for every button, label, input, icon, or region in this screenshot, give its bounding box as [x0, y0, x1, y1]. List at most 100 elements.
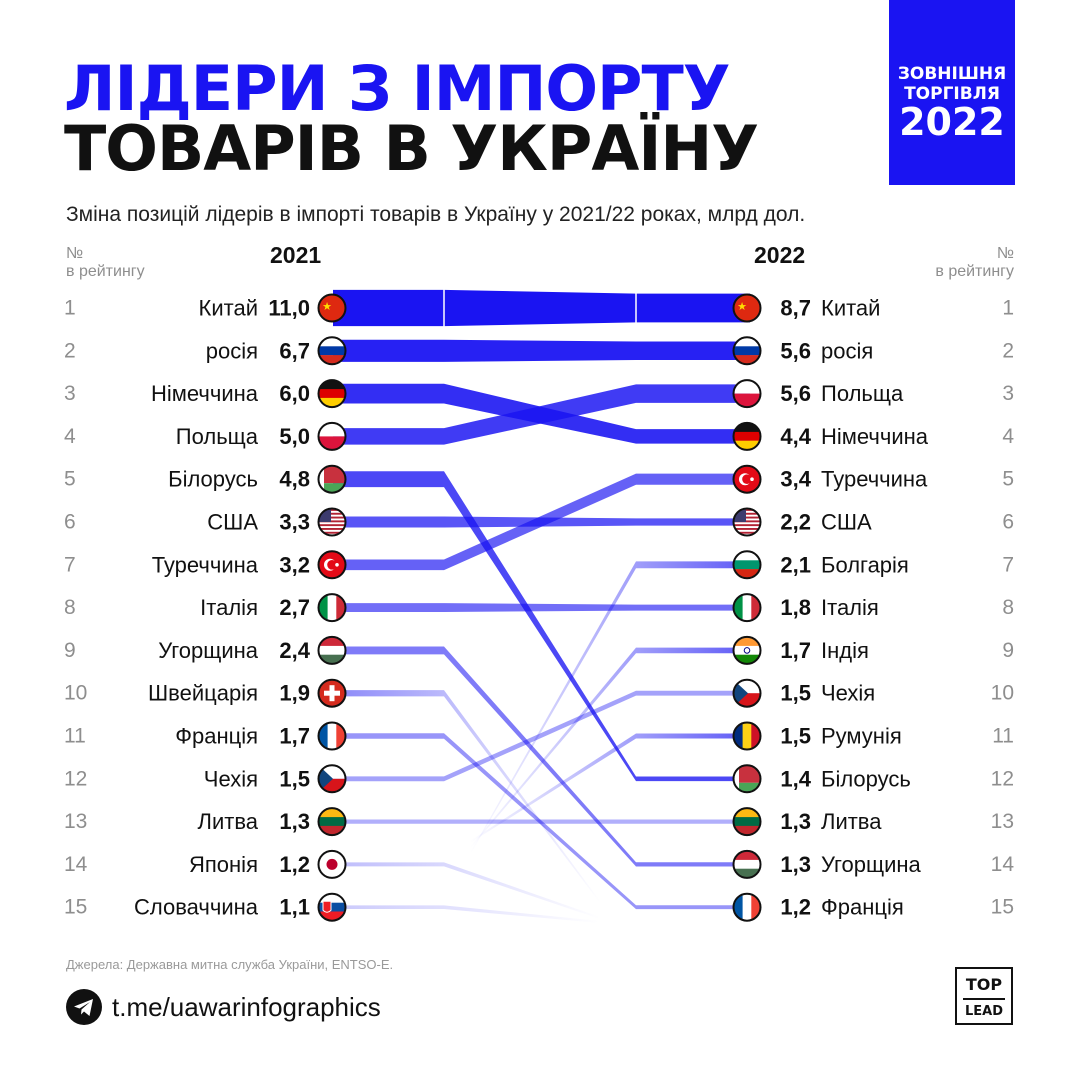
slovakia-flag-icon [317, 892, 347, 922]
country-2022: Китай [821, 296, 880, 321]
country-2021: США [207, 510, 258, 535]
logo-top-text: TOP [965, 975, 1003, 994]
country-2021: Японія [189, 852, 258, 877]
rank-2021: 4 [64, 425, 76, 448]
badge-line-2: ТОРГІВЛЯ [904, 84, 1000, 104]
value-2022: 3,4 [780, 467, 811, 492]
title-line-1: ЛІДЕРИ З ІМПОРТУ [64, 52, 731, 125]
country-2021: Німеччина [151, 381, 259, 406]
italy-flag-icon [732, 593, 762, 623]
connector-czechia [333, 690, 750, 782]
logo-divider [963, 998, 1005, 1000]
telegram-link[interactable]: t.me/uawarinfographics [112, 992, 381, 1022]
rank-2022: 5 [1002, 468, 1014, 491]
hungary-flag-icon [732, 849, 762, 879]
country-2021: Швейцарія [148, 681, 258, 706]
value-2021: 5,0 [279, 424, 310, 449]
right-rank-header: № в рейтингу [935, 245, 1014, 280]
value-2021: 2,7 [279, 595, 310, 620]
connector-poland [333, 384, 750, 445]
rank-2021: 2 [64, 339, 76, 362]
value-2022: 1,5 [780, 724, 811, 749]
value-2022: 1,8 [780, 595, 811, 620]
country-2022: Угорщина [821, 852, 922, 877]
lithuania-flag-icon [317, 807, 347, 837]
value-2021: 6,7 [279, 338, 310, 363]
rank-2022: 7 [1002, 553, 1014, 576]
connector-exit-japan [333, 862, 600, 919]
value-2021: 4,8 [279, 467, 310, 492]
top-lead-logo: TOP LEAD [955, 967, 1013, 1025]
rank-2021: 11 [64, 725, 86, 748]
country-2021: Чехія [204, 766, 258, 791]
value-2021: 1,1 [279, 895, 310, 920]
value-2022: 2,2 [780, 510, 811, 535]
czechia-flag-icon [732, 678, 762, 708]
country-2022: США [821, 510, 872, 535]
rank-2022: 2 [1002, 339, 1014, 362]
rank-2022: 4 [1002, 425, 1014, 448]
country-2021: Польща [176, 424, 259, 449]
rank-2021: 10 [64, 682, 87, 705]
country-2021: Білорусь [168, 467, 258, 492]
connector-italy [333, 603, 750, 613]
belarus-flag-icon [317, 464, 347, 494]
switzerland-flag-icon [317, 678, 347, 708]
connector-hungary [333, 646, 750, 867]
belarus-flag-icon [732, 764, 762, 794]
country-2021: росія [206, 338, 258, 363]
rank-2022: 3 [1002, 382, 1014, 405]
rank-2021: 7 [64, 553, 76, 576]
value-2021: 6,0 [279, 381, 310, 406]
logo-bottom-text: LEAD [964, 1004, 1004, 1019]
value-2022: 1,4 [780, 766, 811, 791]
rank-2021: 9 [64, 639, 76, 662]
badge-year: 2022 [899, 100, 1005, 144]
country-2022: Болгарія [821, 552, 909, 577]
rank-2021: 14 [64, 853, 88, 876]
china-flag-icon: ★ [732, 293, 762, 323]
rank-2021: 13 [64, 810, 87, 833]
france-flag-icon [732, 892, 762, 922]
rank-2021: 6 [64, 511, 76, 534]
value-2021: 1,2 [279, 852, 310, 877]
rank-2021: 5 [64, 468, 76, 491]
connector-turkey [333, 473, 750, 571]
connector-russia [333, 339, 750, 362]
hungary-flag-icon [317, 635, 347, 665]
connector-bands [333, 289, 750, 923]
year-2022-header: 2022 [754, 242, 806, 268]
value-2022: 1,2 [780, 895, 811, 920]
rank-2021: 8 [64, 596, 76, 619]
country-2022: Франція [821, 895, 904, 920]
rank-2022: 15 [991, 896, 1014, 919]
country-2021: Туреччина [152, 552, 259, 577]
rank-2022: 10 [991, 682, 1014, 705]
rank-2022: 1 [1002, 297, 1014, 320]
country-2021: Китай [199, 296, 258, 321]
value-2021: 11,0 [268, 296, 310, 321]
rank-2022: 12 [991, 767, 1014, 790]
connector-china [333, 289, 750, 327]
rank-2022: 13 [991, 810, 1014, 833]
country-2021: Франція [175, 724, 258, 749]
country-2021: Угорщина [158, 638, 259, 663]
telegram-icon[interactable] [66, 989, 102, 1025]
title-line-2: ТОВАРІВ В УКРАЇНУ [64, 112, 759, 185]
value-2021: 3,2 [279, 552, 310, 577]
left-rank-header: № в рейтингу [66, 245, 145, 280]
india-flag-icon [732, 635, 762, 665]
value-2022: 5,6 [780, 381, 811, 406]
rank-2022: 9 [1002, 639, 1014, 662]
value-2021: 1,9 [279, 681, 310, 706]
romania-flag-icon [732, 721, 762, 751]
country-2022: Польща [821, 381, 904, 406]
year-badge: ЗОВНІШНЯ ТОРГІВЛЯ 2022 [889, 0, 1015, 185]
rank-2021: 3 [64, 382, 76, 405]
japan-flag-icon [317, 849, 347, 879]
lithuania-flag-icon [732, 807, 762, 837]
country-2022: Білорусь [821, 766, 911, 791]
value-2021: 1,5 [279, 766, 310, 791]
value-2021: 3,3 [279, 510, 310, 535]
